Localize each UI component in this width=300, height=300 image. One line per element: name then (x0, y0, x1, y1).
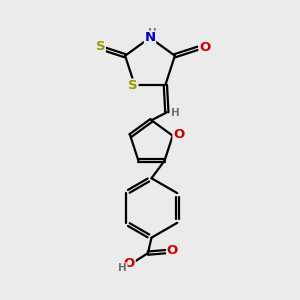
Text: O: O (124, 257, 135, 270)
Text: H: H (171, 108, 180, 118)
Text: S: S (128, 79, 138, 92)
Text: N: N (144, 31, 156, 44)
Text: H: H (148, 28, 157, 38)
Text: H: H (118, 263, 127, 273)
Text: S: S (96, 40, 105, 53)
Text: O: O (173, 128, 184, 141)
Text: O: O (199, 41, 210, 54)
Text: O: O (167, 244, 178, 257)
